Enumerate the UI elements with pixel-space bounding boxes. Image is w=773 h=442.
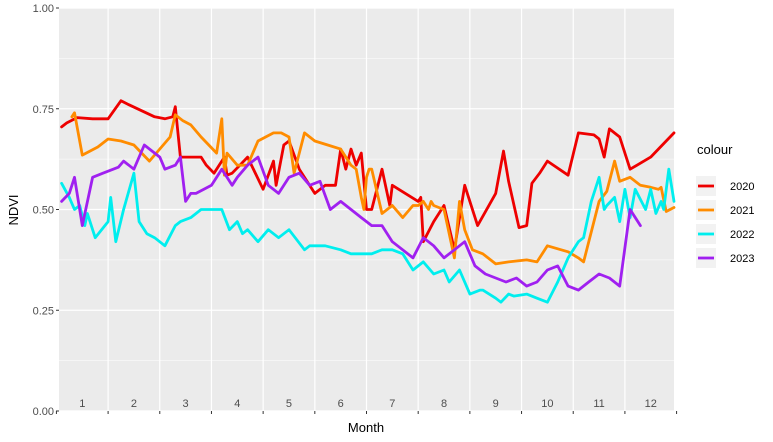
series-line-2022: [60, 167, 676, 304]
x-tick-label: 11: [593, 398, 604, 410]
x-tick-label: 9: [493, 398, 499, 410]
y-tick-label: 0.25: [33, 305, 54, 317]
series-line-2021: [70, 111, 676, 266]
x-tick-label: 5: [286, 398, 292, 410]
y-axis-title: NDVI: [6, 194, 21, 225]
x-tick-label: 10: [541, 398, 553, 410]
y-axis-ticks: 0.00 0.25 0.50 0.75 1.00: [33, 3, 59, 418]
y-tick-label: 1.00: [33, 3, 54, 15]
x-axis-ticks: 1 2 3 4 5 6 7 8 9 10 11 12: [55, 398, 678, 414]
y-tick-label: 0.50: [33, 205, 54, 217]
series-line-2020: [60, 99, 676, 252]
y-tick-label: 0.75: [33, 104, 54, 116]
x-tick-label: 8: [441, 398, 447, 410]
x-tick-label: 12: [645, 398, 657, 410]
series-lines: [60, 99, 676, 304]
legend: colour 2020 2021 2022 2023: [696, 142, 754, 268]
x-tick-label: 3: [183, 398, 189, 410]
series-line-2023: [60, 143, 642, 292]
x-tick-label: 7: [389, 398, 395, 410]
legend-title: colour: [697, 142, 733, 157]
y-tick-label: 0.00: [33, 406, 54, 418]
legend-label-2023: 2023: [730, 253, 754, 265]
x-tick-label: 2: [131, 398, 137, 410]
x-tick-label: 4: [234, 398, 240, 410]
x-tick-label: 1: [79, 398, 85, 410]
legend-label-2021: 2021: [730, 205, 754, 217]
legend-label-2020: 2020: [730, 181, 754, 193]
x-axis-title: Month: [348, 420, 384, 435]
legend-label-2022: 2022: [730, 229, 754, 241]
x-tick-label: 6: [338, 398, 344, 410]
